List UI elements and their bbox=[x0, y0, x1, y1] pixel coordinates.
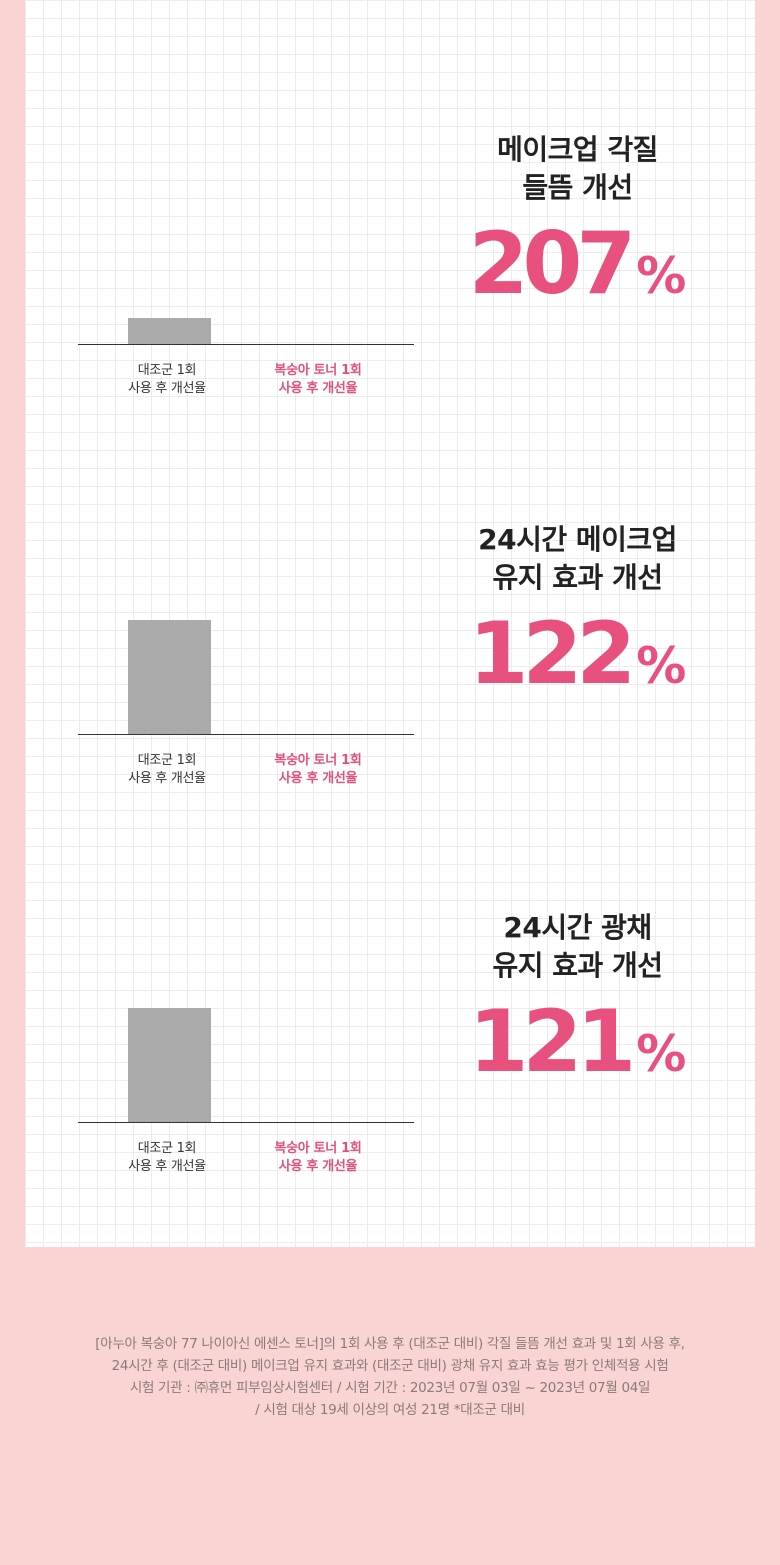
footnote-line4: / 시험 대상 19세 이상의 여성 21명 *대조군 대비 bbox=[255, 1402, 525, 1418]
result-section-makeup-flaking: 대조군 1회 사용 후 개선율 복숭아 토너 1회 사용 후 개선율 메이크업 … bbox=[25, 0, 755, 396]
result-section-24h-makeup-hold: 대조군 1회 사용 후 개선율 복숭아 토너 1회 사용 후 개선율 24시간 … bbox=[25, 390, 755, 786]
product-label-line1: 복숭아 토너 1회 bbox=[274, 1141, 362, 1156]
footnote-line3: 시험 기관 : ㈜휴먼 피부임상시험센터 / 시험 기간 : 2023년 07월… bbox=[129, 1380, 651, 1396]
control-bar bbox=[128, 318, 211, 344]
control-label-line1: 대조군 1회 bbox=[137, 363, 197, 378]
metric-unit: % bbox=[636, 247, 687, 305]
metric-title-line2: 유지 효과 개선 bbox=[492, 561, 663, 594]
product-label-line2: 사용 후 개선율 bbox=[278, 381, 358, 396]
control-label-line2: 사용 후 개선율 bbox=[128, 381, 206, 396]
product-label-line2: 사용 후 개선율 bbox=[278, 771, 358, 786]
control-bar bbox=[128, 1008, 211, 1122]
control-label-line2: 사용 후 개선율 bbox=[128, 771, 206, 786]
chart-baseline bbox=[78, 1122, 414, 1123]
study-footnote: [아누아 복숭아 77 나이아신 에센스 토너]의 1회 사용 후 (대조군 대… bbox=[40, 1333, 740, 1421]
metric-value: 122% bbox=[445, 611, 710, 709]
metric-title-line2: 들뜸 개선 bbox=[522, 171, 633, 204]
product-label: 복숭아 토너 1회 사용 후 개선율 bbox=[243, 1140, 393, 1176]
control-label: 대조군 1회 사용 후 개선율 bbox=[92, 1140, 242, 1176]
metric-unit: % bbox=[636, 1025, 687, 1083]
control-bar bbox=[128, 620, 211, 734]
metric-unit: % bbox=[636, 637, 687, 695]
metric-block: 24시간 메이크업 유지 효과 개선 122% bbox=[445, 521, 710, 709]
control-label-line2: 사용 후 개선율 bbox=[128, 1159, 206, 1174]
metric-title-line1: 24시간 메이크업 bbox=[478, 523, 677, 556]
product-label: 복숭아 토너 1회 사용 후 개선율 bbox=[243, 362, 393, 398]
metric-number: 207 bbox=[468, 214, 637, 314]
chart-baseline bbox=[78, 734, 414, 735]
chart-baseline bbox=[78, 344, 414, 345]
control-label: 대조군 1회 사용 후 개선율 bbox=[92, 752, 242, 788]
metric-block: 메이크업 각질 들뜸 개선 207% bbox=[445, 131, 710, 319]
result-section-24h-glow-hold: 대조군 1회 사용 후 개선율 복숭아 토너 1회 사용 후 개선율 24시간 … bbox=[25, 778, 755, 1174]
product-label: 복숭아 토너 1회 사용 후 개선율 bbox=[243, 752, 393, 788]
product-label-line1: 복숭아 토너 1회 bbox=[274, 753, 362, 768]
control-label: 대조군 1회 사용 후 개선율 bbox=[92, 362, 242, 398]
results-panel: 대조군 1회 사용 후 개선율 복숭아 토너 1회 사용 후 개선율 메이크업 … bbox=[25, 0, 755, 1247]
metric-title-line1: 메이크업 각질 bbox=[497, 133, 658, 166]
metric-value: 121% bbox=[445, 999, 710, 1097]
metric-block: 24시간 광채 유지 효과 개선 121% bbox=[445, 909, 710, 1097]
metric-title-line1: 24시간 광채 bbox=[503, 911, 652, 944]
metric-number: 122 bbox=[468, 604, 637, 704]
metric-value: 207% bbox=[445, 221, 710, 319]
footnote-line2: 24시간 후 (대조군 대비) 메이크업 유지 효과와 (대조군 대비) 광채 … bbox=[111, 1358, 669, 1374]
footnote-line1: [아누아 복숭아 77 나이아신 에센스 토너]의 1회 사용 후 (대조군 대… bbox=[95, 1336, 685, 1352]
control-label-line1: 대조군 1회 bbox=[137, 1141, 197, 1156]
control-label-line1: 대조군 1회 bbox=[137, 753, 197, 768]
metric-title-line2: 유지 효과 개선 bbox=[492, 949, 663, 982]
metric-number: 121 bbox=[468, 992, 637, 1092]
product-label-line2: 사용 후 개선율 bbox=[278, 1159, 358, 1174]
product-label-line1: 복숭아 토너 1회 bbox=[274, 363, 362, 378]
